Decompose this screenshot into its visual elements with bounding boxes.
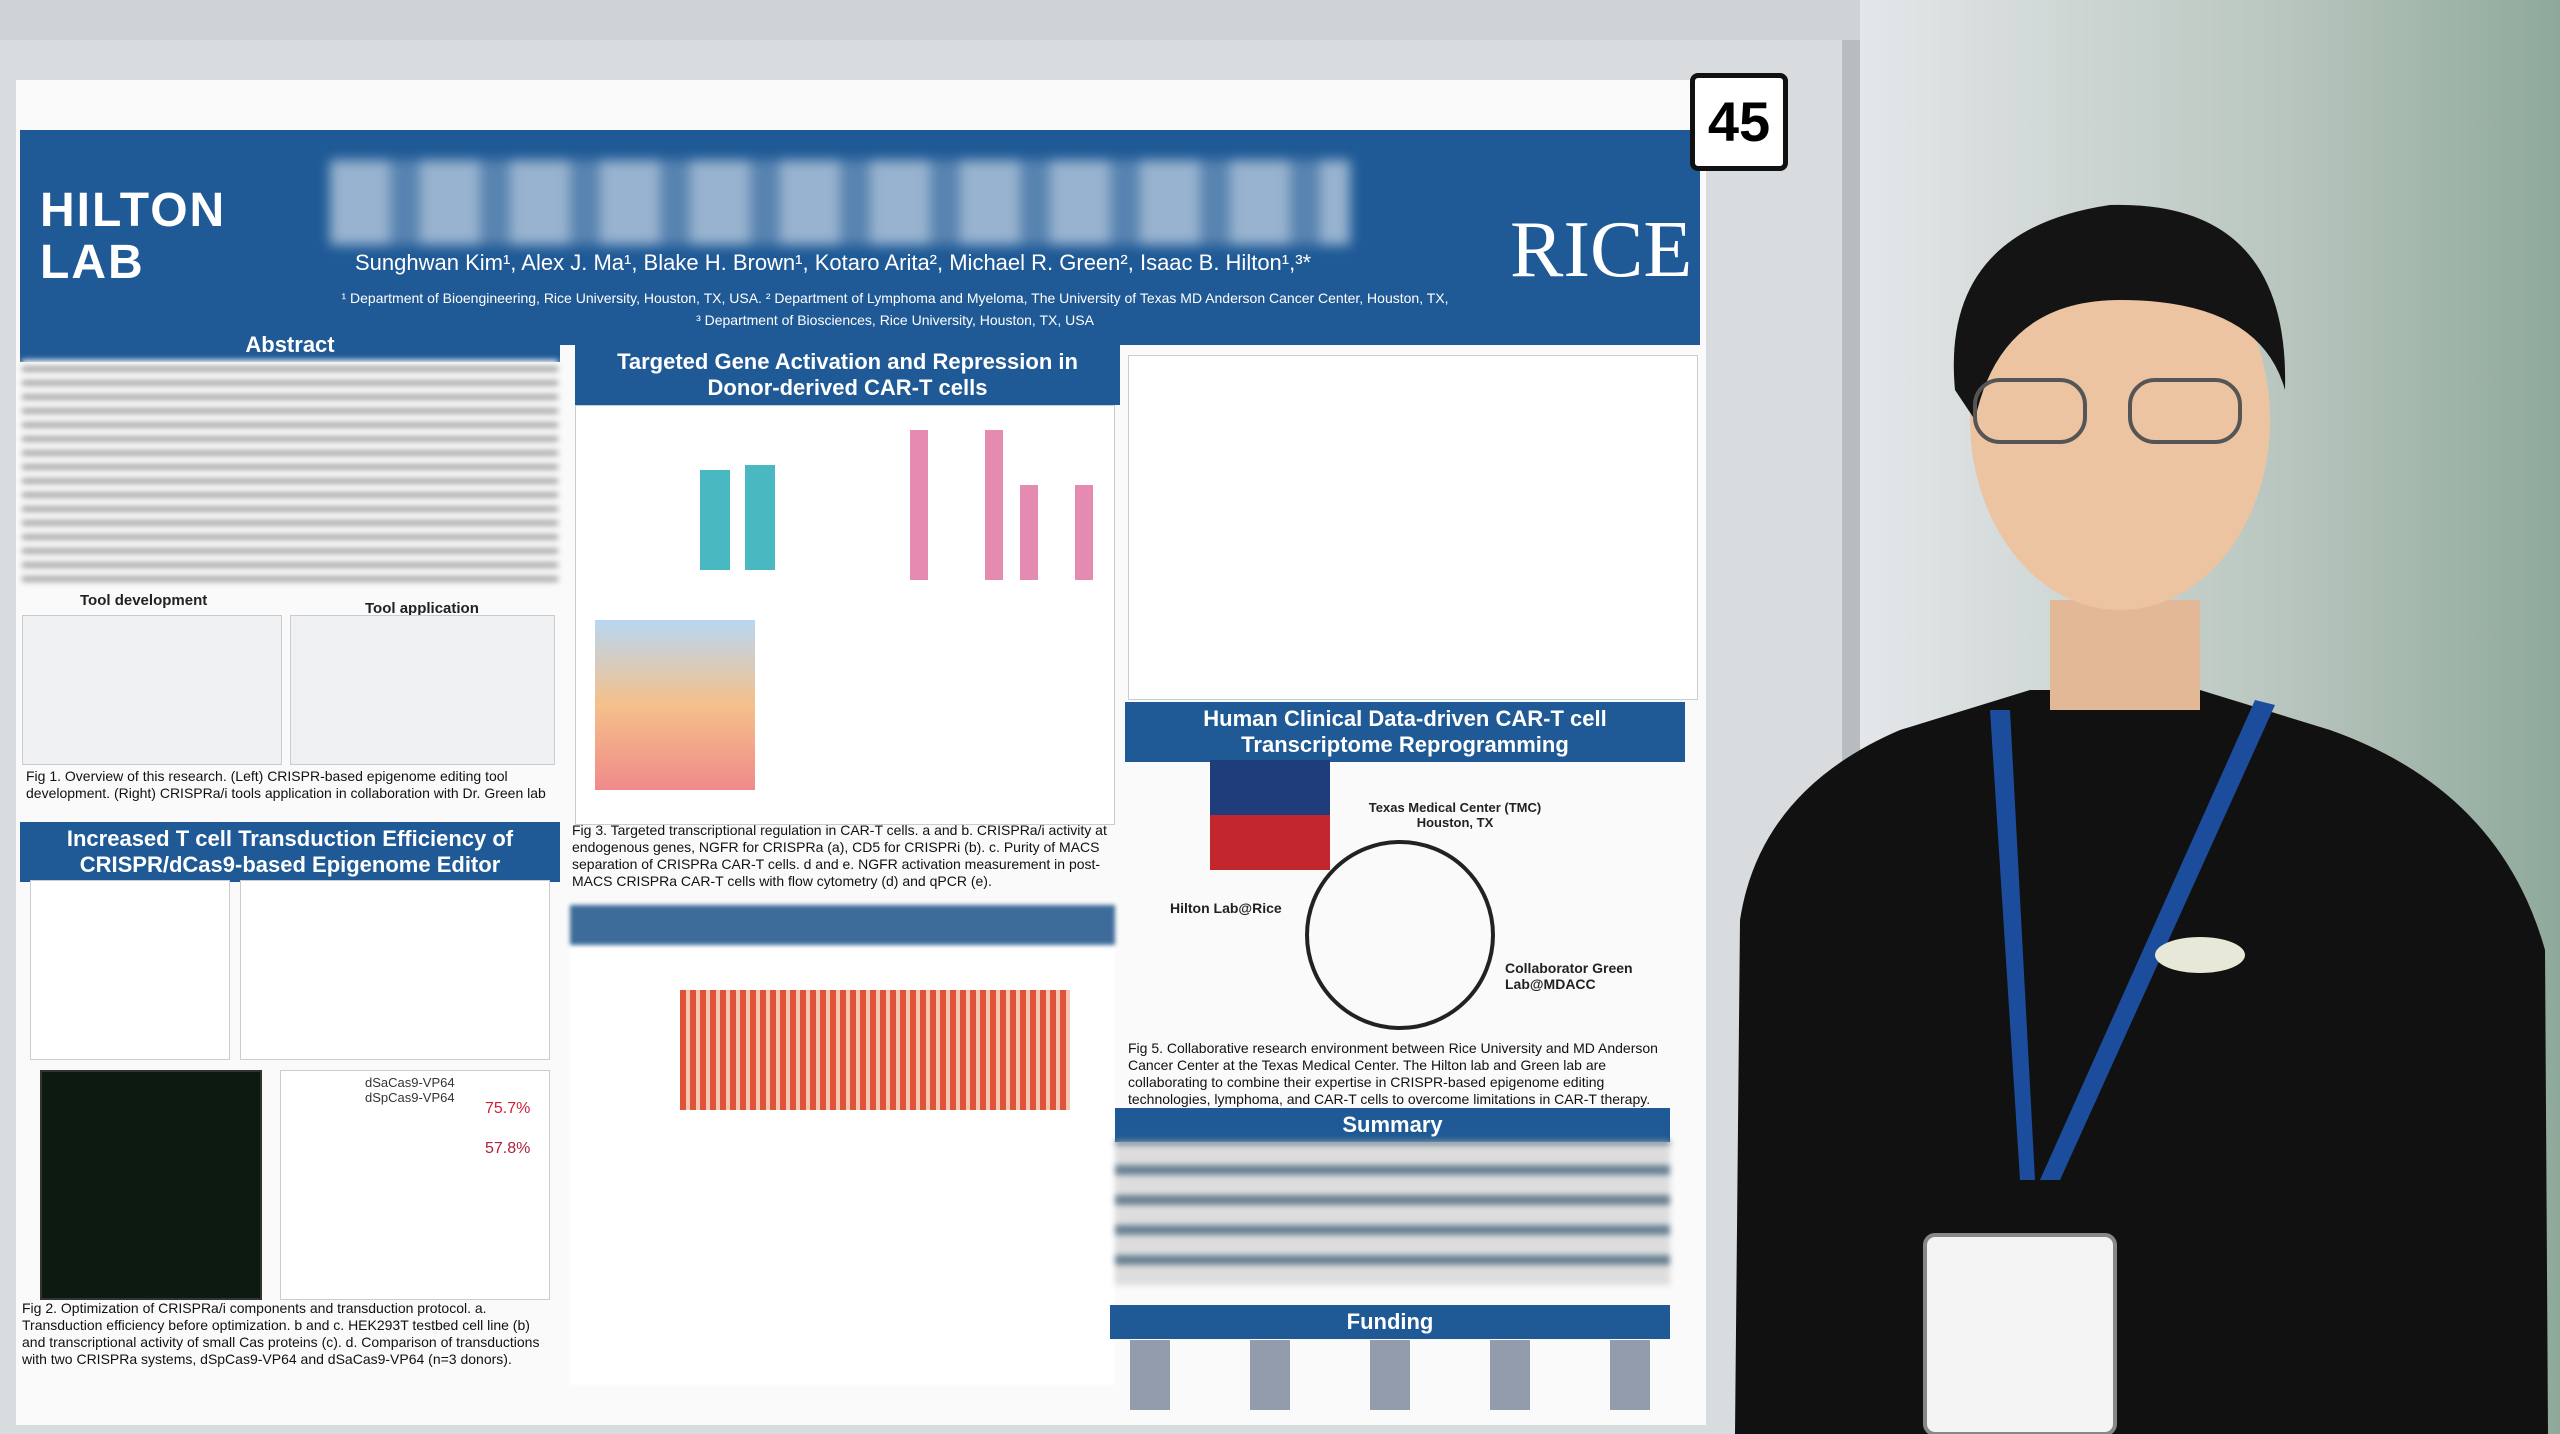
- heatmap: [680, 990, 1070, 1110]
- funding-logos: [1130, 1340, 1670, 1410]
- bar: [985, 430, 1003, 580]
- label: Texas Medical Center (TMC) Houston, TX: [1368, 800, 1542, 830]
- tmc-circle: [1305, 840, 1495, 1030]
- value-label: 57.8%: [485, 1140, 531, 1157]
- poster-number: 45: [1690, 73, 1788, 171]
- figure-panel: [290, 615, 555, 765]
- figure-panel: [30, 880, 230, 1060]
- section-heading: Human Clinical Data-driven CAR-T cell Tr…: [1125, 702, 1685, 762]
- bar: [700, 470, 730, 570]
- logo: [2155, 937, 2245, 973]
- section-heading: Targeted Gene Activation and Repression …: [575, 345, 1120, 405]
- neck: [2050, 600, 2200, 710]
- bar: [1075, 485, 1093, 580]
- texas-map: [1210, 760, 1330, 870]
- bar: [745, 465, 775, 570]
- abstract-blurred: [22, 360, 558, 590]
- legend: dSpCas9-VP64: [365, 1090, 455, 1105]
- affiliation: ³ Department of Biosciences, Rice Univer…: [696, 312, 1094, 328]
- lab-logo: HILTON LAB: [40, 184, 227, 289]
- hair: [1953, 204, 2286, 420]
- blurred-title: [330, 160, 1350, 245]
- authors: Sunghwan Kim¹, Alex J. Ma¹, Blake H. Bro…: [355, 250, 1312, 275]
- section-heading: Funding: [1110, 1305, 1670, 1339]
- bar: [910, 430, 928, 580]
- figure-panel: [240, 880, 550, 1060]
- legend: dSaCas9-VP64: [365, 1075, 455, 1090]
- caption: Fig 1. Overview of this research. (Left)…: [26, 768, 546, 801]
- caption: Fig 2. Optimization of CRISPRa/i compone…: [22, 1300, 540, 1367]
- blurred-figure: [570, 905, 1115, 1385]
- label: Tool application: [365, 600, 479, 617]
- section-heading: Increased T cell Transduction Efficiency…: [20, 822, 560, 882]
- microscopy: [40, 1070, 262, 1300]
- figure-panel: [22, 615, 282, 765]
- affiliation: ¹ Department of Bioengineering, Rice Uni…: [341, 290, 1449, 306]
- label: Collaborator Green Lab@MDACC: [1505, 960, 1633, 992]
- caption: Fig 5. Collaborative research environmen…: [1128, 1040, 1658, 1107]
- badge: [1923, 1233, 2117, 1434]
- caption: Fig 3. Targeted transcriptional regulati…: [572, 822, 1107, 889]
- institution-logo: RICE: [1510, 206, 1693, 294]
- shirt: [1735, 690, 2548, 1434]
- figure-panel: [280, 1070, 550, 1300]
- summary-blurred: [1115, 1140, 1670, 1285]
- section-heading: Abstract: [20, 328, 560, 362]
- label: Tool development: [80, 592, 208, 609]
- glasses: [1973, 378, 2087, 444]
- histogram: [595, 620, 755, 790]
- figure-panel: [1128, 355, 1698, 700]
- bar: [1020, 485, 1038, 580]
- lanyard: [1990, 700, 2275, 1180]
- face: [1970, 230, 2270, 610]
- value-label: 75.7%: [485, 1100, 531, 1117]
- glasses: [2128, 378, 2242, 444]
- label: Hilton Lab@Rice: [1170, 900, 1282, 916]
- section-heading: Summary: [1115, 1108, 1670, 1142]
